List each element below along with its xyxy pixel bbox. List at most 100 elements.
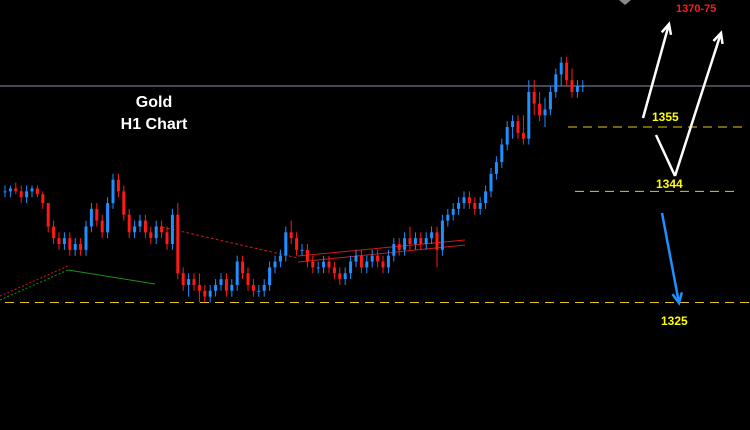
candle-body <box>451 208 455 215</box>
candle-body <box>106 203 110 233</box>
candle-body <box>246 273 250 285</box>
candle-body <box>100 220 104 233</box>
candle-body <box>543 109 547 116</box>
candle-body <box>424 238 428 244</box>
candle-body <box>127 214 131 233</box>
candle-body <box>25 191 29 198</box>
candle-body <box>397 244 401 250</box>
candle-body <box>392 244 396 256</box>
scroll-marker-icon <box>619 0 631 5</box>
path-down-to-1344 <box>654 134 677 177</box>
candle-body <box>35 188 39 195</box>
candle-body <box>419 238 423 244</box>
candle-body <box>521 132 525 139</box>
candle-body <box>343 273 347 280</box>
chart-title: Gold H1 Chart <box>95 92 213 136</box>
candle-body <box>446 214 450 221</box>
candle-body <box>338 273 342 280</box>
candle-body <box>57 238 61 244</box>
candle-body <box>262 284 266 291</box>
candle-body <box>311 261 315 268</box>
candle-body <box>381 261 385 268</box>
candle-body <box>570 80 574 92</box>
candle-body <box>251 284 255 291</box>
candle-body <box>14 188 18 192</box>
candle-body <box>122 191 126 215</box>
candle-body <box>116 179 120 192</box>
candle-body <box>89 208 93 227</box>
candle-body <box>52 226 56 239</box>
candle-body <box>181 273 185 285</box>
arrow-down-1325-shaft <box>660 212 681 304</box>
candle-body <box>160 226 164 233</box>
candle-body <box>478 203 482 209</box>
candle-body <box>349 261 353 274</box>
candle-body <box>19 191 23 198</box>
candle-body <box>430 232 434 239</box>
candle-body <box>278 255 282 262</box>
candle-body <box>511 121 515 127</box>
candle-body <box>170 214 174 244</box>
candle-body <box>203 290 207 297</box>
candle-body <box>30 188 34 192</box>
candle-body <box>300 249 304 251</box>
trend-line-green-dotted <box>0 269 69 301</box>
candle-body <box>370 255 374 262</box>
candle-body <box>575 86 579 92</box>
trend-line-red-dotted <box>0 265 69 297</box>
candle-body <box>192 279 196 285</box>
candle-body <box>527 91 531 139</box>
candle-body <box>376 255 380 262</box>
candle-body <box>219 279 223 285</box>
candle-body <box>79 244 83 250</box>
candle-body <box>224 279 228 291</box>
candle-body <box>581 86 585 88</box>
candle-body <box>149 232 153 239</box>
candle-body <box>138 220 142 227</box>
candle-body <box>467 197 471 204</box>
candle-body <box>111 179 115 204</box>
candle-body <box>268 267 272 285</box>
candle-body <box>46 203 50 227</box>
candle-body <box>165 232 169 244</box>
candle-body <box>305 249 309 262</box>
candle-body <box>3 191 7 193</box>
candle-body <box>235 261 239 285</box>
arrow-up-1-shaft <box>641 23 671 119</box>
candle-body <box>354 255 358 262</box>
arrow-down-1325-head <box>671 292 684 306</box>
candle-body <box>332 267 336 274</box>
candle-body <box>295 238 299 250</box>
arrow-up-1-head <box>660 21 673 36</box>
candle-body <box>403 238 407 250</box>
candle-body <box>435 232 439 250</box>
candle-body <box>41 194 45 204</box>
candle-body <box>484 191 488 204</box>
candle-body <box>548 91 552 110</box>
candle-body <box>500 144 504 163</box>
title-line-1: Gold <box>135 94 173 111</box>
candle-body <box>559 62 563 75</box>
candle-body <box>143 220 147 233</box>
title-line-2: H1 Chart <box>120 116 188 133</box>
candle-body <box>322 261 326 268</box>
candle-body <box>208 290 212 297</box>
candle-body <box>214 284 218 291</box>
candle-body <box>257 290 261 292</box>
arrow-up-2-shaft <box>673 32 723 177</box>
candle-body <box>359 255 363 268</box>
arrow-up-2-head <box>712 30 724 45</box>
candle-body <box>154 226 158 239</box>
candle-body <box>505 127 509 145</box>
candle-body <box>187 279 191 285</box>
candle-body <box>197 284 201 291</box>
candle-body <box>133 226 137 233</box>
candle-body <box>95 208 99 221</box>
candle-body <box>457 203 461 209</box>
candle-body <box>462 197 466 204</box>
candle-body <box>84 226 88 250</box>
candle-body <box>68 238 72 250</box>
candle-body <box>327 261 331 268</box>
